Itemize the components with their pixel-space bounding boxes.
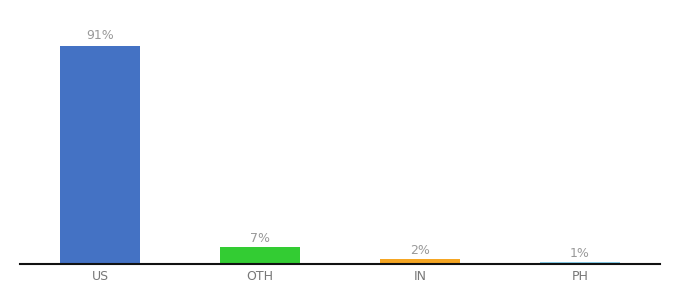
Text: 91%: 91%	[86, 29, 114, 42]
Bar	[61, 46, 140, 264]
Text: 2%: 2%	[410, 244, 430, 257]
Bar	[220, 247, 300, 264]
Text: 1%: 1%	[570, 247, 590, 260]
Text: 7%: 7%	[250, 232, 270, 245]
Bar	[380, 259, 460, 264]
Bar	[540, 262, 619, 264]
